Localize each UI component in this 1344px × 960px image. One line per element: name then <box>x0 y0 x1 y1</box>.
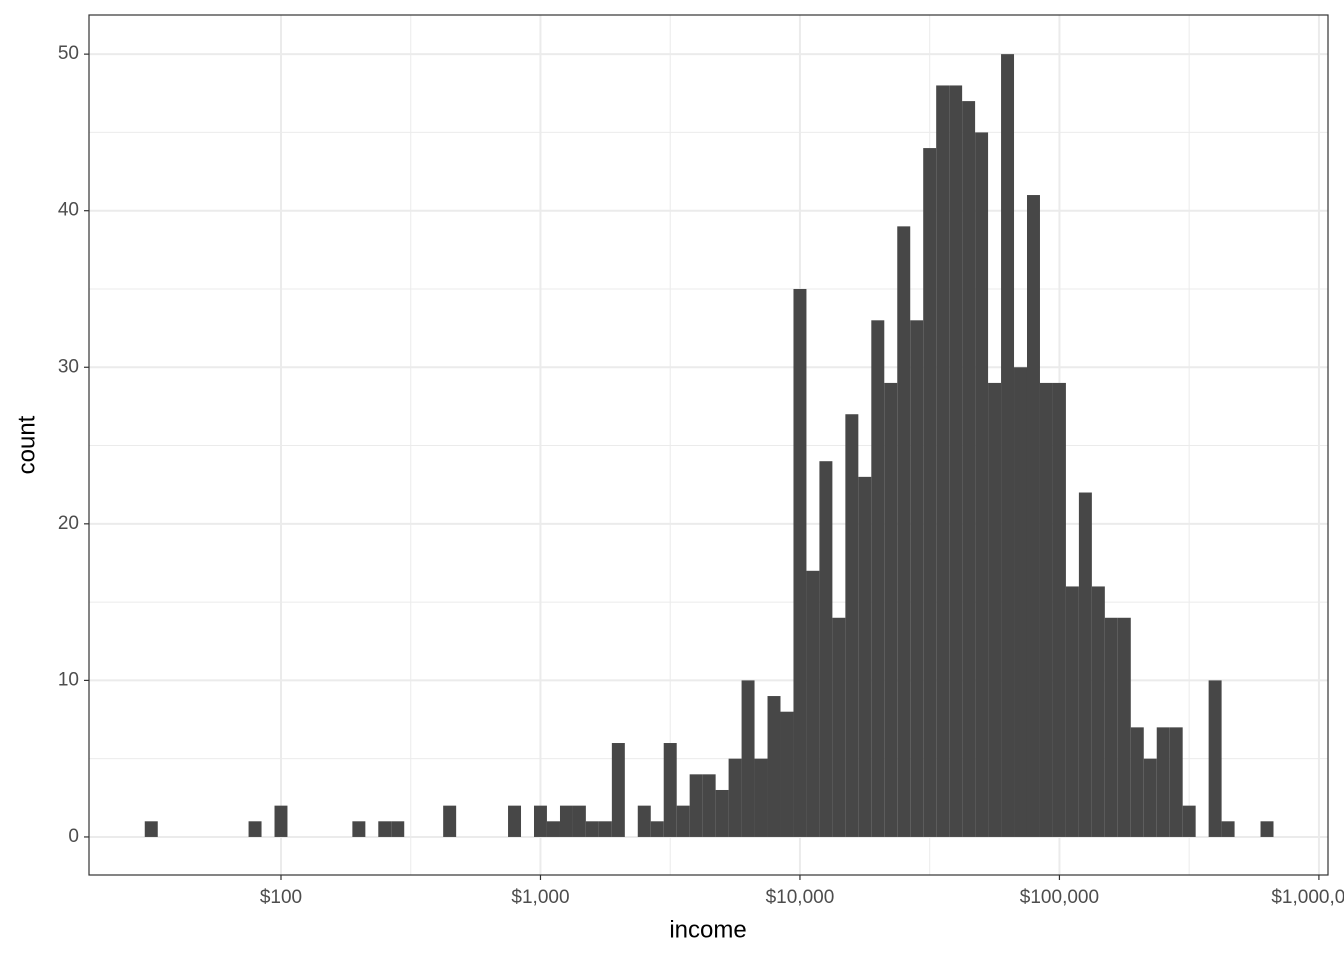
bar <box>1001 54 1015 837</box>
bar <box>819 461 833 837</box>
bar <box>598 821 612 837</box>
bar <box>845 414 859 837</box>
bar <box>1065 586 1079 837</box>
bar <box>1156 727 1170 837</box>
bar <box>1026 195 1040 837</box>
bar <box>923 148 937 837</box>
bar <box>1143 758 1157 837</box>
bar <box>858 476 872 837</box>
bar <box>897 226 911 837</box>
bar <box>702 774 716 837</box>
bar <box>975 132 989 837</box>
bar <box>884 382 898 837</box>
bar <box>1221 821 1235 837</box>
bar <box>1260 821 1274 837</box>
x-tick-label: $1,000 <box>511 887 569 908</box>
bar <box>1039 382 1053 837</box>
bar <box>1078 492 1092 837</box>
bar <box>572 805 586 837</box>
bar <box>546 821 560 837</box>
bar <box>443 805 457 837</box>
bar <box>352 821 366 837</box>
bar <box>1052 382 1066 837</box>
bar <box>871 320 885 837</box>
bar <box>144 821 158 837</box>
bar <box>637 805 651 837</box>
y-tick-label: 20 <box>58 513 79 534</box>
bar <box>533 805 547 837</box>
y-tick-label: 50 <box>58 43 79 64</box>
y-axis-title: count <box>13 415 40 474</box>
bar <box>248 821 262 837</box>
bar <box>1091 586 1105 837</box>
bar <box>689 774 703 837</box>
bar <box>780 711 794 837</box>
bar <box>1182 805 1196 837</box>
x-axis-title: income <box>669 916 746 943</box>
bar <box>728 758 742 837</box>
bar <box>806 570 820 837</box>
bar <box>910 320 924 837</box>
y-tick-label: 0 <box>68 826 79 847</box>
bar <box>962 101 976 837</box>
bar <box>1208 680 1222 837</box>
bar <box>793 288 807 837</box>
y-tick-label: 30 <box>58 356 79 377</box>
bar <box>559 805 573 837</box>
bar <box>585 821 599 837</box>
bar <box>611 743 625 837</box>
x-tick-label: $10,000 <box>766 887 835 908</box>
bar <box>650 821 664 837</box>
y-tick-label: 10 <box>58 669 79 690</box>
bar <box>391 821 405 837</box>
y-tick-label: 40 <box>58 200 79 221</box>
bar <box>754 758 768 837</box>
plot-border <box>88 14 1329 876</box>
bar <box>1130 727 1144 837</box>
bar <box>988 382 1002 837</box>
bar <box>949 85 963 837</box>
x-tick-label: $100,000 <box>1020 887 1099 908</box>
bar <box>663 743 677 837</box>
bar <box>832 617 846 837</box>
bar <box>274 805 288 837</box>
bar <box>1014 367 1027 837</box>
bar <box>741 680 755 837</box>
x-tick-label: $1,000,000 <box>1271 887 1344 908</box>
x-tick-label: $100 <box>260 887 302 908</box>
bar <box>1117 617 1131 837</box>
bar <box>676 805 690 837</box>
bar <box>767 696 781 837</box>
bar <box>378 821 392 837</box>
bar <box>936 85 950 837</box>
bar <box>508 805 522 837</box>
bar <box>1169 727 1183 837</box>
bar <box>715 789 729 837</box>
bar <box>1104 617 1118 837</box>
